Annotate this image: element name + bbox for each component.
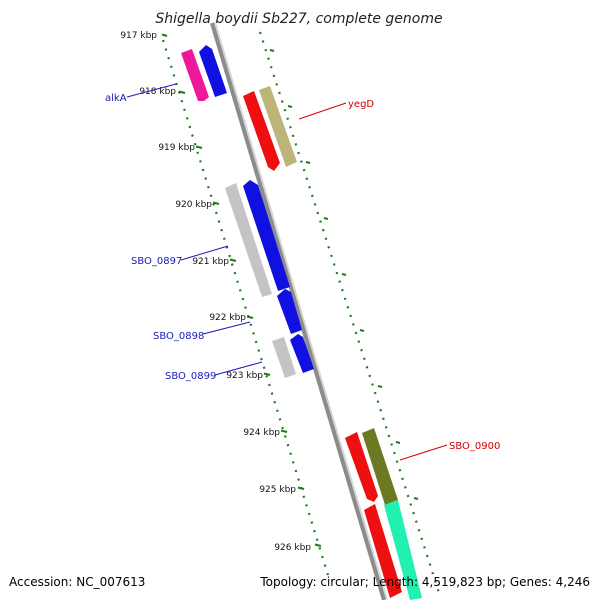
- tick-label-920: 920 kbp: [175, 200, 212, 210]
- SBO_0897-label[interactable]: SBO_0897: [131, 256, 182, 267]
- SBO_0900-leader: [399, 444, 448, 461]
- map-title: Shigella boydii Sb227, complete genome: [155, 11, 442, 27]
- ruler-major-ticks: [161, 33, 322, 547]
- alkA-leader: [126, 83, 177, 98]
- tick-924: [280, 429, 288, 433]
- cds-aqua-feature[interactable]: [384, 500, 422, 600]
- SBO_0898-leader: [202, 321, 251, 335]
- tick-label-918: 918 kbp: [139, 87, 176, 97]
- SBO_0900-label[interactable]: SBO_0900: [449, 441, 500, 452]
- inner-ruler: [161, 39, 330, 576]
- tick-label-926: 926 kbp: [274, 543, 311, 553]
- cds-red-feature-lower[interactable]: [364, 504, 402, 598]
- SBO_0899-label[interactable]: SBO_0899: [165, 371, 216, 382]
- tick-920: [212, 201, 220, 205]
- alkA-label[interactable]: alkA: [105, 93, 127, 104]
- cds-blue-feature[interactable]: [199, 45, 227, 97]
- tick-918: [178, 90, 186, 94]
- tick-label-923: 923 kbp: [226, 371, 263, 381]
- tick-label-919: 919 kbp: [158, 143, 195, 153]
- SBO_0898-gene[interactable]: [277, 289, 302, 334]
- yegD-gene[interactable]: [243, 91, 280, 171]
- tick-label-925: 925 kbp: [259, 485, 296, 495]
- tick-921: [229, 258, 237, 262]
- outer-ring-ticks: [269, 49, 419, 500]
- SBO_0899-leader: [214, 361, 263, 376]
- SBO_0897-gene[interactable]: [243, 180, 290, 291]
- tick-922: [246, 315, 254, 319]
- SBO_0898-label[interactable]: SBO_0898: [153, 331, 204, 342]
- tick-label-917: 917 kbp: [120, 31, 157, 41]
- SBO_0900-companion-gene[interactable]: [362, 428, 398, 505]
- yegD-companion-gene[interactable]: [259, 86, 297, 167]
- tick-label-924: 924 kbp: [243, 428, 280, 438]
- tick-919: [195, 145, 203, 149]
- accession-text: Accession: NC_007613: [9, 575, 145, 589]
- tick-926: [314, 543, 322, 547]
- alkA-gene[interactable]: [181, 49, 209, 101]
- tick-925: [297, 486, 305, 490]
- tick-label-921: 921 kbp: [192, 257, 229, 267]
- tick-923: [263, 372, 271, 376]
- yegD-leader: [298, 102, 347, 120]
- tick-label-922: 922 kbp: [209, 313, 246, 323]
- genome-summary-text: Topology: circular; Length: 4,519,823 bp…: [259, 575, 590, 589]
- SBO_0897-companion-gene[interactable]: [225, 183, 272, 297]
- SBO_0900-gene[interactable]: [345, 432, 378, 502]
- genome-backbone: [210, 22, 386, 600]
- SBO_0897-leader: [180, 245, 229, 261]
- SBO_0899-companion-gene[interactable]: [272, 337, 296, 378]
- tick-917: [161, 33, 168, 37]
- SBO_0899-gene[interactable]: [290, 334, 314, 373]
- yegD-label[interactable]: yegD: [348, 99, 374, 110]
